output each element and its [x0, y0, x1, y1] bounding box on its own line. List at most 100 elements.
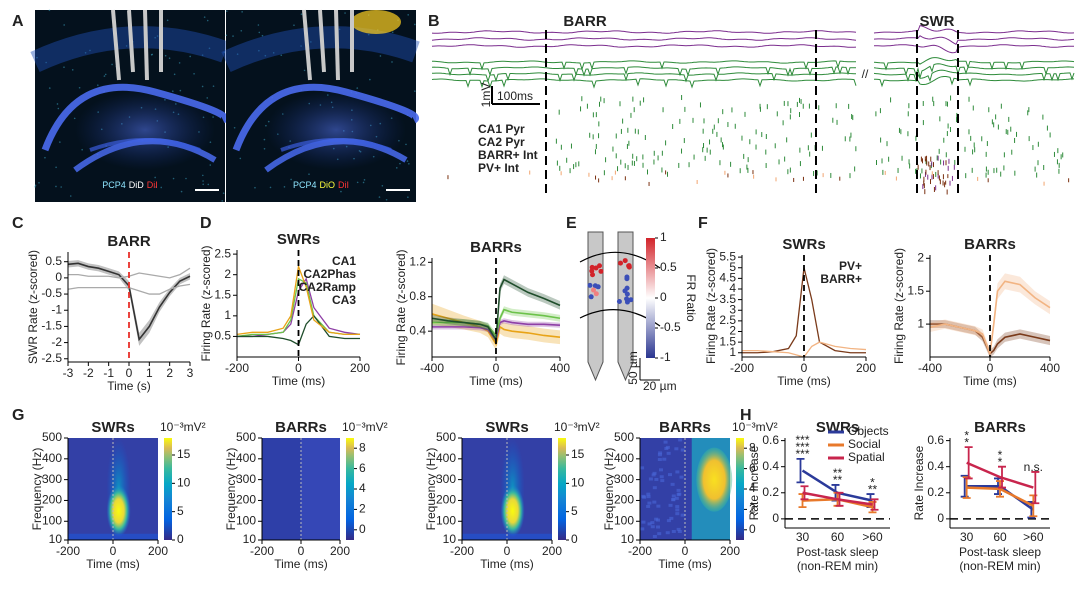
- series-line: [236, 263, 360, 336]
- unit-dot: [628, 297, 634, 303]
- y-axis-label: Firing Rate (z-scored): [892, 248, 906, 364]
- significance: ***: [795, 440, 809, 454]
- noise: [640, 527, 645, 531]
- colorbar-tick-label: 0: [749, 522, 756, 536]
- y-tick-label: 3.5: [719, 292, 736, 306]
- speckle: [166, 19, 169, 22]
- x-tick-label: -200: [730, 361, 754, 375]
- x-tick-label: 200: [856, 361, 876, 375]
- noise: [664, 447, 669, 451]
- y-tick-label: 4.5: [719, 271, 736, 285]
- y-tick-label: 100: [236, 513, 256, 527]
- noise: [676, 488, 681, 492]
- chart-title: BARRs: [275, 419, 327, 436]
- noise: [675, 470, 680, 474]
- speckle: [269, 186, 272, 189]
- x-tick-label: -3: [63, 366, 74, 380]
- speckle: [84, 51, 87, 54]
- x-axis-label: Time (ms): [963, 374, 1017, 388]
- panel-letter: B: [428, 13, 440, 30]
- speckle: [81, 148, 83, 151]
- y-axis-label: Firing Rate (z-scored): [394, 249, 408, 365]
- colorbar-tick-label: 10: [571, 476, 585, 490]
- x-tick-label: 0: [110, 544, 117, 558]
- x-axis-label: Time (ms): [469, 374, 523, 388]
- trace: [431, 25, 1075, 34]
- speckle: [202, 180, 204, 182]
- panel-letter: C: [12, 215, 24, 232]
- noise: [652, 486, 657, 490]
- y-tick-label: 500: [42, 430, 62, 444]
- y-tick-label: 200: [436, 493, 456, 507]
- error-bar: [998, 465, 1006, 489]
- speckle: [222, 192, 225, 195]
- panel-letter: G: [12, 407, 24, 424]
- error-bar: [870, 498, 879, 511]
- trace: [431, 69, 1075, 83]
- speckle: [171, 90, 174, 92]
- colorbar-tick-label: 5: [177, 504, 184, 518]
- speckle: [338, 28, 341, 31]
- noise: [662, 457, 667, 461]
- glow: [75, 90, 215, 170]
- chart-title: BARRs: [964, 236, 1016, 253]
- chart-title: BARRs: [974, 419, 1026, 436]
- speckle: [290, 178, 292, 181]
- speckle: [385, 198, 388, 201]
- unit-dot: [624, 296, 630, 302]
- chart-title: BARR: [107, 233, 150, 250]
- x-tick-label: 60: [831, 530, 845, 544]
- colorbar-label: 10⁻³mV²: [342, 420, 388, 434]
- colorbar-tick-label: 0: [571, 532, 578, 546]
- colorbar-tick-label: 0.5: [660, 260, 677, 274]
- x-tick-label: 30: [796, 530, 810, 544]
- legend-entry: Social: [848, 437, 881, 451]
- speckle: [203, 16, 206, 18]
- speckle: [201, 54, 204, 56]
- noise: [657, 532, 662, 536]
- noise: [676, 527, 681, 531]
- speckle: [212, 85, 215, 87]
- x-tick-label: -400: [420, 361, 444, 375]
- unit-dot: [588, 294, 594, 300]
- speckle: [208, 47, 211, 50]
- y-tick-label: 400: [42, 451, 62, 465]
- x-tick-label: -200: [56, 544, 80, 558]
- y-tick-label: 10: [621, 532, 635, 546]
- significance: *: [870, 475, 875, 489]
- x-axis-label: Time (ms): [86, 557, 140, 571]
- noise: [641, 520, 646, 524]
- noise: [660, 479, 665, 483]
- speckle: [151, 53, 153, 56]
- x-tick-label: -1: [103, 366, 114, 380]
- speckle: [180, 190, 183, 193]
- speckle: [399, 162, 401, 165]
- speckle: [414, 90, 416, 92]
- y-tick-label: 1.5: [214, 287, 231, 301]
- series-line: [432, 320, 561, 342]
- noise: [679, 475, 684, 479]
- x-tick-label: 0: [504, 544, 511, 558]
- unit-dot: [589, 268, 595, 274]
- unit-dot: [591, 287, 597, 293]
- micrograph: PCP4 DiO DiI: [221, 9, 420, 202]
- significance: *: [998, 448, 1003, 462]
- colorbar-tick-label: 8: [749, 440, 756, 454]
- error-bar: [796, 457, 805, 484]
- colorbar-label: 10⁻³mV²: [732, 420, 778, 434]
- x-axis-label: (non-REM min): [797, 559, 878, 573]
- noise: [680, 513, 685, 517]
- chart-title: SWRs: [91, 419, 134, 436]
- speckle: [241, 11, 243, 13]
- colorbar-tick-label: 0: [359, 522, 366, 536]
- chart-title: SWRs: [277, 231, 320, 248]
- label-part: PCP4: [102, 180, 126, 190]
- x-axis-label: Post-task sleep: [959, 545, 1041, 559]
- x-tick-label: 0: [493, 361, 500, 375]
- significance: *: [998, 455, 1003, 469]
- y-tick-label: 0.2: [762, 485, 779, 499]
- colorbar-tick-label: 2: [749, 502, 756, 516]
- noise: [658, 451, 663, 455]
- x-tick-label: 0: [126, 366, 133, 380]
- speckle: [111, 63, 113, 66]
